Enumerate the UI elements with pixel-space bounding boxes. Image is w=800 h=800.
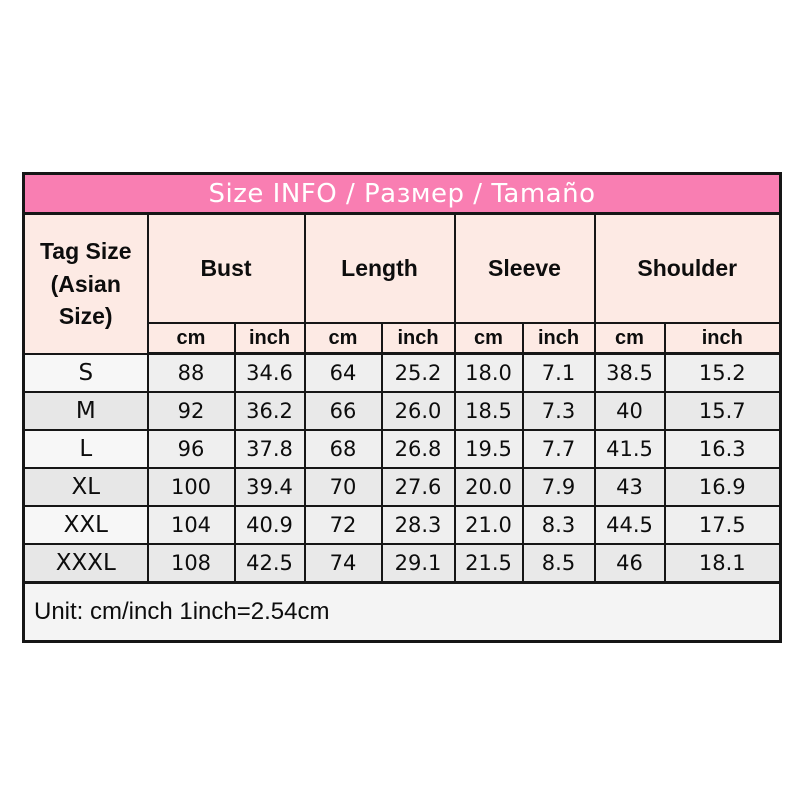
table-row-xl: XL 100 39.4 70 27.6 20.0 7.9 43 16.9	[22, 467, 782, 507]
table-row-s: S 88 34.6 64 25.2 18.0 7.1 38.5 15.2	[22, 352, 782, 393]
unit-header-cell: inch	[233, 322, 306, 355]
size-chart-table: Size INFO / Размер / Tamaño Tag Size (As…	[22, 172, 783, 643]
data-cell: 96	[146, 429, 236, 469]
data-cell: 39.4	[233, 467, 306, 507]
data-cell: 74	[303, 543, 383, 584]
tag-size-line-3: Size)	[58, 302, 113, 329]
data-cell: 8.5	[521, 543, 596, 584]
data-cell: 40	[593, 391, 666, 431]
tag-size-line-2: (Asian	[50, 270, 121, 297]
data-cell: 88	[146, 352, 236, 393]
data-cell: 36.2	[233, 391, 306, 431]
data-cell: 26.8	[380, 429, 456, 469]
unit-header-cell: cm	[453, 322, 524, 355]
data-cell: 68	[303, 429, 383, 469]
data-cell: 28.3	[380, 505, 456, 545]
unit-header-cell: inch	[663, 322, 782, 355]
tag-size-line-1: Tag Size	[39, 238, 132, 265]
size-label: L	[22, 429, 149, 469]
data-cell: 18.1	[663, 543, 782, 584]
unit-note-row: Unit: cm/inch 1inch=2.54cm	[22, 581, 782, 643]
data-cell: 64	[303, 352, 383, 393]
data-cell: 26.0	[380, 391, 456, 431]
data-cell: 38.5	[593, 352, 666, 393]
unit-header-row: cm inch cm inch cm inch cm inch	[24, 322, 782, 355]
data-cell: 7.1	[521, 352, 596, 393]
data-cell: 66	[303, 391, 383, 431]
size-label: XXL	[22, 505, 149, 545]
table-row-xxl: XXL 104 40.9 72 28.3 21.0 8.3 44.5 17.5	[22, 505, 782, 545]
data-cell: 27.6	[380, 467, 456, 507]
data-cell: 29.1	[380, 543, 456, 584]
data-cell: 43	[593, 467, 666, 507]
table-row-xxxl: XXXL 108 42.5 74 29.1 21.5 8.5 46 18.1	[22, 543, 782, 584]
table-title: Size INFO / Размер / Tamaño	[22, 172, 782, 215]
data-cell: 72	[303, 505, 383, 545]
size-chart-wrapper: Size INFO / Размер / Tamaño Tag Size (As…	[22, 172, 783, 643]
table-row-l: L 96 37.8 68 26.8 19.5 7.7 41.5 16.3	[22, 429, 782, 469]
data-cell: 40.9	[233, 505, 306, 545]
data-cell: 18.0	[453, 352, 524, 393]
data-cell: 70	[303, 467, 383, 507]
table-row-m: M 92 36.2 66 26.0 18.5 7.3 40 15.7	[22, 391, 782, 431]
data-cell: 19.5	[453, 429, 524, 469]
data-cell: 37.8	[233, 429, 306, 469]
data-cell: 16.9	[663, 467, 782, 507]
size-label: M	[22, 391, 149, 431]
group-header-bust: Bust	[146, 212, 306, 324]
data-cell: 17.5	[663, 505, 782, 545]
unit-note: Unit: cm/inch 1inch=2.54cm	[22, 581, 782, 643]
data-cell: 15.7	[663, 391, 782, 431]
group-header-length: Length	[303, 212, 456, 324]
group-header-sleeve: Sleeve	[453, 212, 596, 324]
data-cell: 42.5	[233, 543, 306, 584]
data-cell: 21.0	[453, 505, 524, 545]
data-cell: 44.5	[593, 505, 666, 545]
data-cell: 46	[593, 543, 666, 584]
data-cell: 21.5	[453, 543, 524, 584]
data-cell: 92	[146, 391, 236, 431]
data-cell: 7.3	[521, 391, 596, 431]
tag-size-header-cell: Tag Size (Asian Size)	[22, 212, 149, 355]
unit-header-cell: inch	[380, 322, 456, 355]
data-cell: 16.3	[663, 429, 782, 469]
unit-header-cell: cm	[303, 322, 383, 355]
data-cell: 104	[146, 505, 236, 545]
data-cell: 41.5	[593, 429, 666, 469]
data-cell: 25.2	[380, 352, 456, 393]
data-cell: 7.7	[521, 429, 596, 469]
group-header-shoulder: Shoulder	[593, 212, 782, 324]
unit-header-cell: cm	[146, 322, 236, 355]
data-cell: 15.2	[663, 352, 782, 393]
size-label: S	[22, 352, 149, 393]
data-cell: 8.3	[521, 505, 596, 545]
title-row: Size INFO / Размер / Tamaño	[22, 172, 782, 215]
size-label: XL	[22, 467, 149, 507]
unit-header-cell: inch	[521, 322, 596, 355]
data-cell: 18.5	[453, 391, 524, 431]
data-cell: 20.0	[453, 467, 524, 507]
data-cell: 100	[146, 467, 236, 507]
data-cell: 34.6	[233, 352, 306, 393]
unit-header-cell: cm	[593, 322, 666, 355]
data-cell: 7.9	[521, 467, 596, 507]
size-label: XXXL	[22, 543, 149, 584]
column-group-header-row: Tag Size (Asian Size) Bust Length Sleeve…	[22, 212, 782, 355]
data-cell: 108	[146, 543, 236, 584]
